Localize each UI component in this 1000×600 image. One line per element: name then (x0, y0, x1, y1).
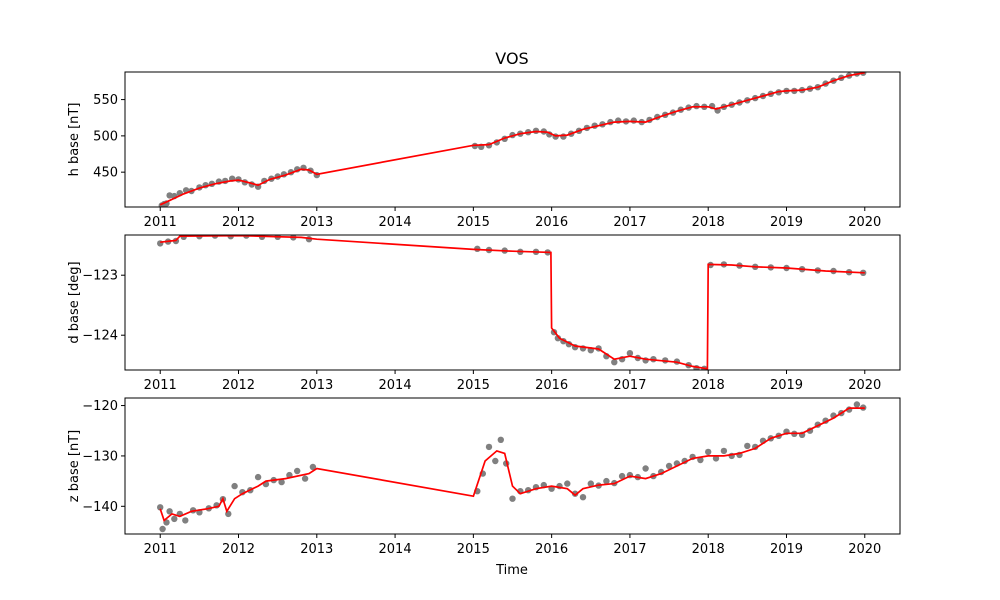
data-point (485, 443, 493, 451)
data-point (564, 480, 571, 487)
x-tick-label: 2019 (770, 542, 803, 557)
x-tick-label: 2012 (222, 542, 255, 557)
data-point (509, 495, 516, 502)
data-point (497, 436, 504, 443)
y-tick-label: 450 (93, 166, 118, 181)
x-tick-label: 2018 (692, 542, 725, 557)
y-tick-label: −123 (82, 269, 118, 284)
x-tick-label: 2016 (535, 378, 568, 393)
data-point (157, 504, 164, 511)
data-point (665, 462, 673, 470)
plot-area (157, 401, 867, 533)
data-point (166, 192, 173, 199)
data-point (278, 478, 285, 486)
data-point (182, 517, 189, 524)
x-tick-label: 2014 (379, 215, 412, 230)
x-tick-label: 2011 (144, 378, 177, 393)
y-tick-label: −130 (82, 449, 118, 464)
data-point (611, 359, 618, 366)
data-point (853, 401, 861, 408)
data-point (630, 117, 637, 124)
data-point (744, 442, 751, 450)
x-tick-label: 2019 (770, 215, 803, 230)
x-tick-label: 2013 (300, 215, 333, 230)
x-tick-label: 2014 (379, 378, 412, 393)
fit-line (159, 72, 865, 206)
y-tick-label: 500 (93, 129, 118, 144)
x-tick-label: 2012 (222, 215, 255, 230)
y-tick-label: −140 (82, 500, 118, 515)
x-tick-label: 2019 (770, 378, 803, 393)
data-point (301, 475, 309, 482)
data-point (571, 490, 579, 497)
fit-line (159, 407, 865, 522)
y-tick-label: −124 (82, 329, 118, 344)
axes-frame (124, 397, 901, 535)
axes-frame (124, 71, 901, 208)
data-point (554, 335, 562, 342)
data-point (587, 480, 594, 487)
fit-line (160, 235, 865, 370)
panel-z-base: 2011 2012 2013 2014 2015 2016 2017 2018 2019 2020… (67, 397, 901, 557)
x-tick-label: 2011 (144, 542, 177, 557)
data-point (697, 456, 704, 464)
x-tick-label: 2015 (457, 378, 490, 393)
x-tick-label: 2017 (613, 215, 646, 230)
x-tick-label: 2015 (457, 215, 490, 230)
data-point (603, 477, 610, 485)
data-point (579, 494, 587, 501)
data-point (309, 463, 317, 471)
x-tick-label: 2017 (613, 542, 646, 557)
x-tick-label: 2018 (692, 378, 725, 393)
data-point (254, 473, 262, 481)
data-point (231, 482, 238, 490)
data-point (618, 472, 626, 480)
y-axis-label: h base [nT] (67, 103, 82, 177)
data-point (720, 447, 728, 455)
y-axis-label: d base [deg] (67, 261, 82, 343)
x-axis-label: Time (495, 563, 528, 578)
data-point (642, 465, 649, 472)
x-tick-label: 2015 (457, 542, 490, 557)
x-tick-label: 2016 (535, 542, 568, 557)
plot-area (158, 72, 867, 207)
data-point (492, 457, 499, 465)
x-tick-label: 2016 (535, 215, 568, 230)
x-tick-label: 2017 (613, 378, 646, 393)
y-tick-label: −120 (82, 399, 118, 414)
panel-d-base: 2011 2012 2013 2014 2015 2016 2017 2018 2019 2020… (67, 234, 901, 393)
x-tick-label: 2020 (848, 215, 881, 230)
data-point (166, 508, 173, 515)
x-tick-label: 2018 (692, 215, 725, 230)
y-axis-label: z base [nT] (67, 430, 82, 502)
plot-area (157, 235, 867, 370)
x-tick-label: 2014 (379, 542, 412, 557)
x-tick-label: 2020 (848, 378, 881, 393)
data-point (159, 525, 166, 533)
data-point (626, 350, 634, 357)
data-point (171, 515, 178, 523)
x-tick-label: 2012 (222, 378, 255, 393)
axes-frame (124, 234, 901, 371)
data-point (712, 455, 720, 462)
x-tick-label: 2013 (300, 378, 333, 393)
data-point (705, 448, 712, 456)
data-point (294, 467, 301, 475)
y-tick-label: 550 (93, 93, 118, 108)
panel-h-base: 2011 2012 2013 2014 2015 2016 2017 2018 2019 2020… (67, 71, 901, 230)
chart-title: VOS (495, 49, 528, 68)
x-tick-label: 2013 (300, 542, 333, 557)
x-tick-label: 2011 (144, 215, 177, 230)
data-point (560, 133, 567, 140)
x-tick-label: 2020 (848, 542, 881, 557)
